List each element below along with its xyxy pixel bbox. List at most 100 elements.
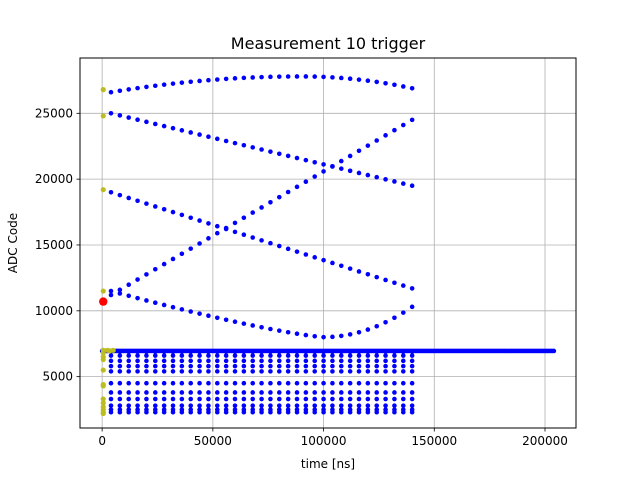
row-point (241, 353, 247, 358)
row-point (250, 403, 256, 408)
row-point (259, 409, 264, 415)
curve-point (108, 288, 114, 294)
curve-point (312, 159, 318, 165)
row-point (135, 380, 140, 386)
curve-point (259, 324, 264, 330)
row-point (259, 353, 264, 358)
curve-point (188, 246, 194, 251)
row-point (285, 380, 291, 386)
row-point (170, 409, 176, 415)
row-point (268, 380, 273, 386)
row-point (294, 409, 300, 415)
row-point (161, 403, 167, 408)
curve-point (338, 166, 344, 171)
row-point (285, 403, 291, 408)
curve-point (179, 80, 185, 85)
row-point (108, 363, 114, 369)
row-point (285, 358, 291, 364)
row-point (188, 358, 194, 364)
curve-point (232, 220, 238, 226)
row-point (241, 363, 247, 369)
curve-point (392, 127, 397, 133)
curve-point (374, 79, 380, 85)
start-point (100, 367, 106, 373)
row-point (409, 353, 415, 358)
curve-point (214, 230, 220, 236)
curve-point (223, 138, 229, 144)
row-point (250, 409, 256, 415)
curve-point (223, 317, 229, 323)
row-point (126, 353, 132, 358)
curve-point (383, 320, 388, 325)
row-point (330, 358, 335, 364)
row-point (126, 396, 132, 402)
curve-point (170, 209, 176, 215)
row-point (197, 403, 202, 408)
curve-point (347, 153, 353, 159)
row-point (117, 390, 123, 395)
row-point (356, 358, 362, 364)
row-point (294, 363, 300, 369)
row-point (312, 380, 318, 386)
row-point (170, 358, 176, 364)
curve-point (312, 255, 318, 260)
row-point (108, 403, 114, 408)
curve-point (188, 130, 194, 135)
curve-point (206, 313, 211, 319)
curve-point (294, 74, 300, 79)
row-point (197, 396, 202, 402)
row-point (241, 409, 247, 415)
row-point (117, 363, 123, 369)
curve-point (259, 205, 264, 210)
row-point (303, 396, 309, 402)
curve-point (276, 194, 282, 200)
row-point (365, 369, 371, 374)
row-point (294, 358, 300, 364)
row-point (126, 409, 132, 415)
row-point (161, 396, 167, 402)
curve-point (409, 183, 415, 189)
row-point (144, 363, 149, 369)
row-point (223, 369, 229, 374)
row-point (330, 396, 335, 402)
row-point (188, 380, 194, 386)
row-point (392, 369, 397, 374)
ticks-layer: 0 50000 100000 150000 200000 5000 10000 15000 20… (35, 106, 568, 448)
row-point (108, 380, 114, 386)
row-point (268, 409, 273, 415)
row-point (170, 396, 176, 402)
row-point (303, 409, 309, 415)
row-point (400, 369, 406, 374)
curve-point (392, 82, 397, 88)
row-point (303, 390, 309, 395)
curve-point (161, 123, 167, 129)
row-point (276, 403, 282, 408)
curve-point (338, 333, 344, 339)
curve-point (214, 315, 220, 321)
curve-point (152, 300, 158, 306)
curve-point (285, 246, 291, 252)
curve-point (108, 292, 114, 298)
row-point (330, 390, 335, 395)
row-point (321, 369, 326, 374)
row-point (214, 409, 220, 415)
curve-point (347, 266, 353, 271)
curve-point (392, 179, 397, 184)
row-point (188, 403, 194, 408)
row-point (285, 363, 291, 369)
row-point (338, 353, 344, 358)
curve-point (250, 323, 256, 328)
curve-point (144, 272, 149, 277)
row-point (409, 396, 415, 402)
row-point (152, 396, 158, 402)
row-point (347, 369, 353, 374)
curve-point (365, 172, 371, 178)
curve-point (152, 83, 158, 89)
row-point (392, 353, 397, 358)
row-point (206, 353, 211, 358)
row-point (117, 353, 123, 358)
row-point (338, 409, 344, 415)
curve-point (365, 78, 371, 84)
curve-point (321, 162, 326, 167)
